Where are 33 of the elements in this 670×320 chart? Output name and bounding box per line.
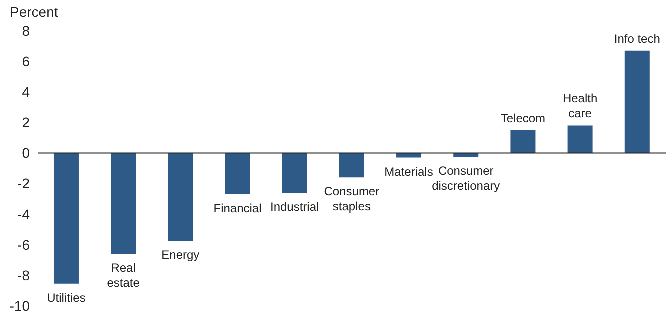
x-tick-label: Industrial [270, 200, 320, 214]
x-tick-label: Info tech [614, 32, 660, 46]
bar [568, 126, 593, 154]
bar [454, 153, 479, 158]
x-tick-label: Energy [162, 248, 200, 262]
bar [225, 153, 250, 194]
y-tick-label: -8 [18, 267, 30, 284]
x-tick-label: Utilities [47, 290, 86, 305]
bar [339, 153, 364, 178]
x-tick-label: Materials [384, 164, 434, 179]
x-tick-label: Consumer discretionary [432, 164, 500, 194]
x-tick-label: Financial [214, 201, 262, 216]
x-tick-label: Real estate [107, 261, 140, 290]
bar [624, 50, 650, 154]
y-tick-label: -6 [18, 236, 30, 253]
y-tick-label: 0 [22, 145, 30, 162]
bar [282, 153, 308, 193]
y-tick-label: -4 [18, 206, 30, 222]
y-tick-label: -2 [18, 176, 30, 192]
y-tick-label: 8 [22, 22, 30, 39]
bar [510, 130, 536, 154]
y-tick-label: 6 [22, 54, 30, 70]
x-tick-label: Health care [562, 92, 598, 121]
y-tick-label: -10 [10, 298, 30, 314]
bar [168, 153, 194, 242]
x-tick-label: Telecom [500, 111, 546, 126]
y-axis-title: Percent [10, 4, 58, 20]
y-tick-label: 4 [22, 84, 30, 100]
x-tick-label: Consumer staples [324, 184, 380, 214]
bar [54, 153, 79, 284]
bar [396, 153, 422, 158]
bar [111, 153, 136, 254]
y-tick-label: 2 [22, 114, 30, 131]
